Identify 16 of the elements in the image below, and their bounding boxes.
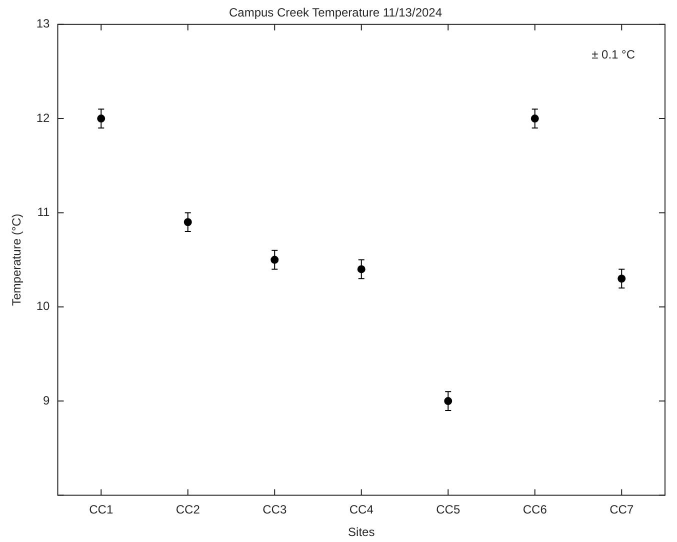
y-axis-title: Temperature (°C) [10,214,24,306]
chart-title: Campus Creek Temperature 11/13/2024 [228,6,442,20]
x-tick-label: CC5 [436,502,460,517]
y-tick-label: 13 [36,16,50,31]
y-tick-label: 11 [37,205,50,220]
x-tick-label: CC7 [610,502,634,517]
x-tick-label: CC2 [176,502,200,517]
x-tick-label: CC3 [262,502,287,517]
y-tick-label: 10 [36,299,50,314]
x-tick-label: CC4 [349,502,374,517]
x-axis-title: Sites [348,525,375,540]
y-tick-label: 12 [36,110,50,125]
annotation: ± 0.1 °C [592,48,636,62]
x-tick-label: CC6 [522,502,548,517]
x-tick-label: CC1 [89,502,114,517]
y-tick-label: 9 [43,393,50,408]
